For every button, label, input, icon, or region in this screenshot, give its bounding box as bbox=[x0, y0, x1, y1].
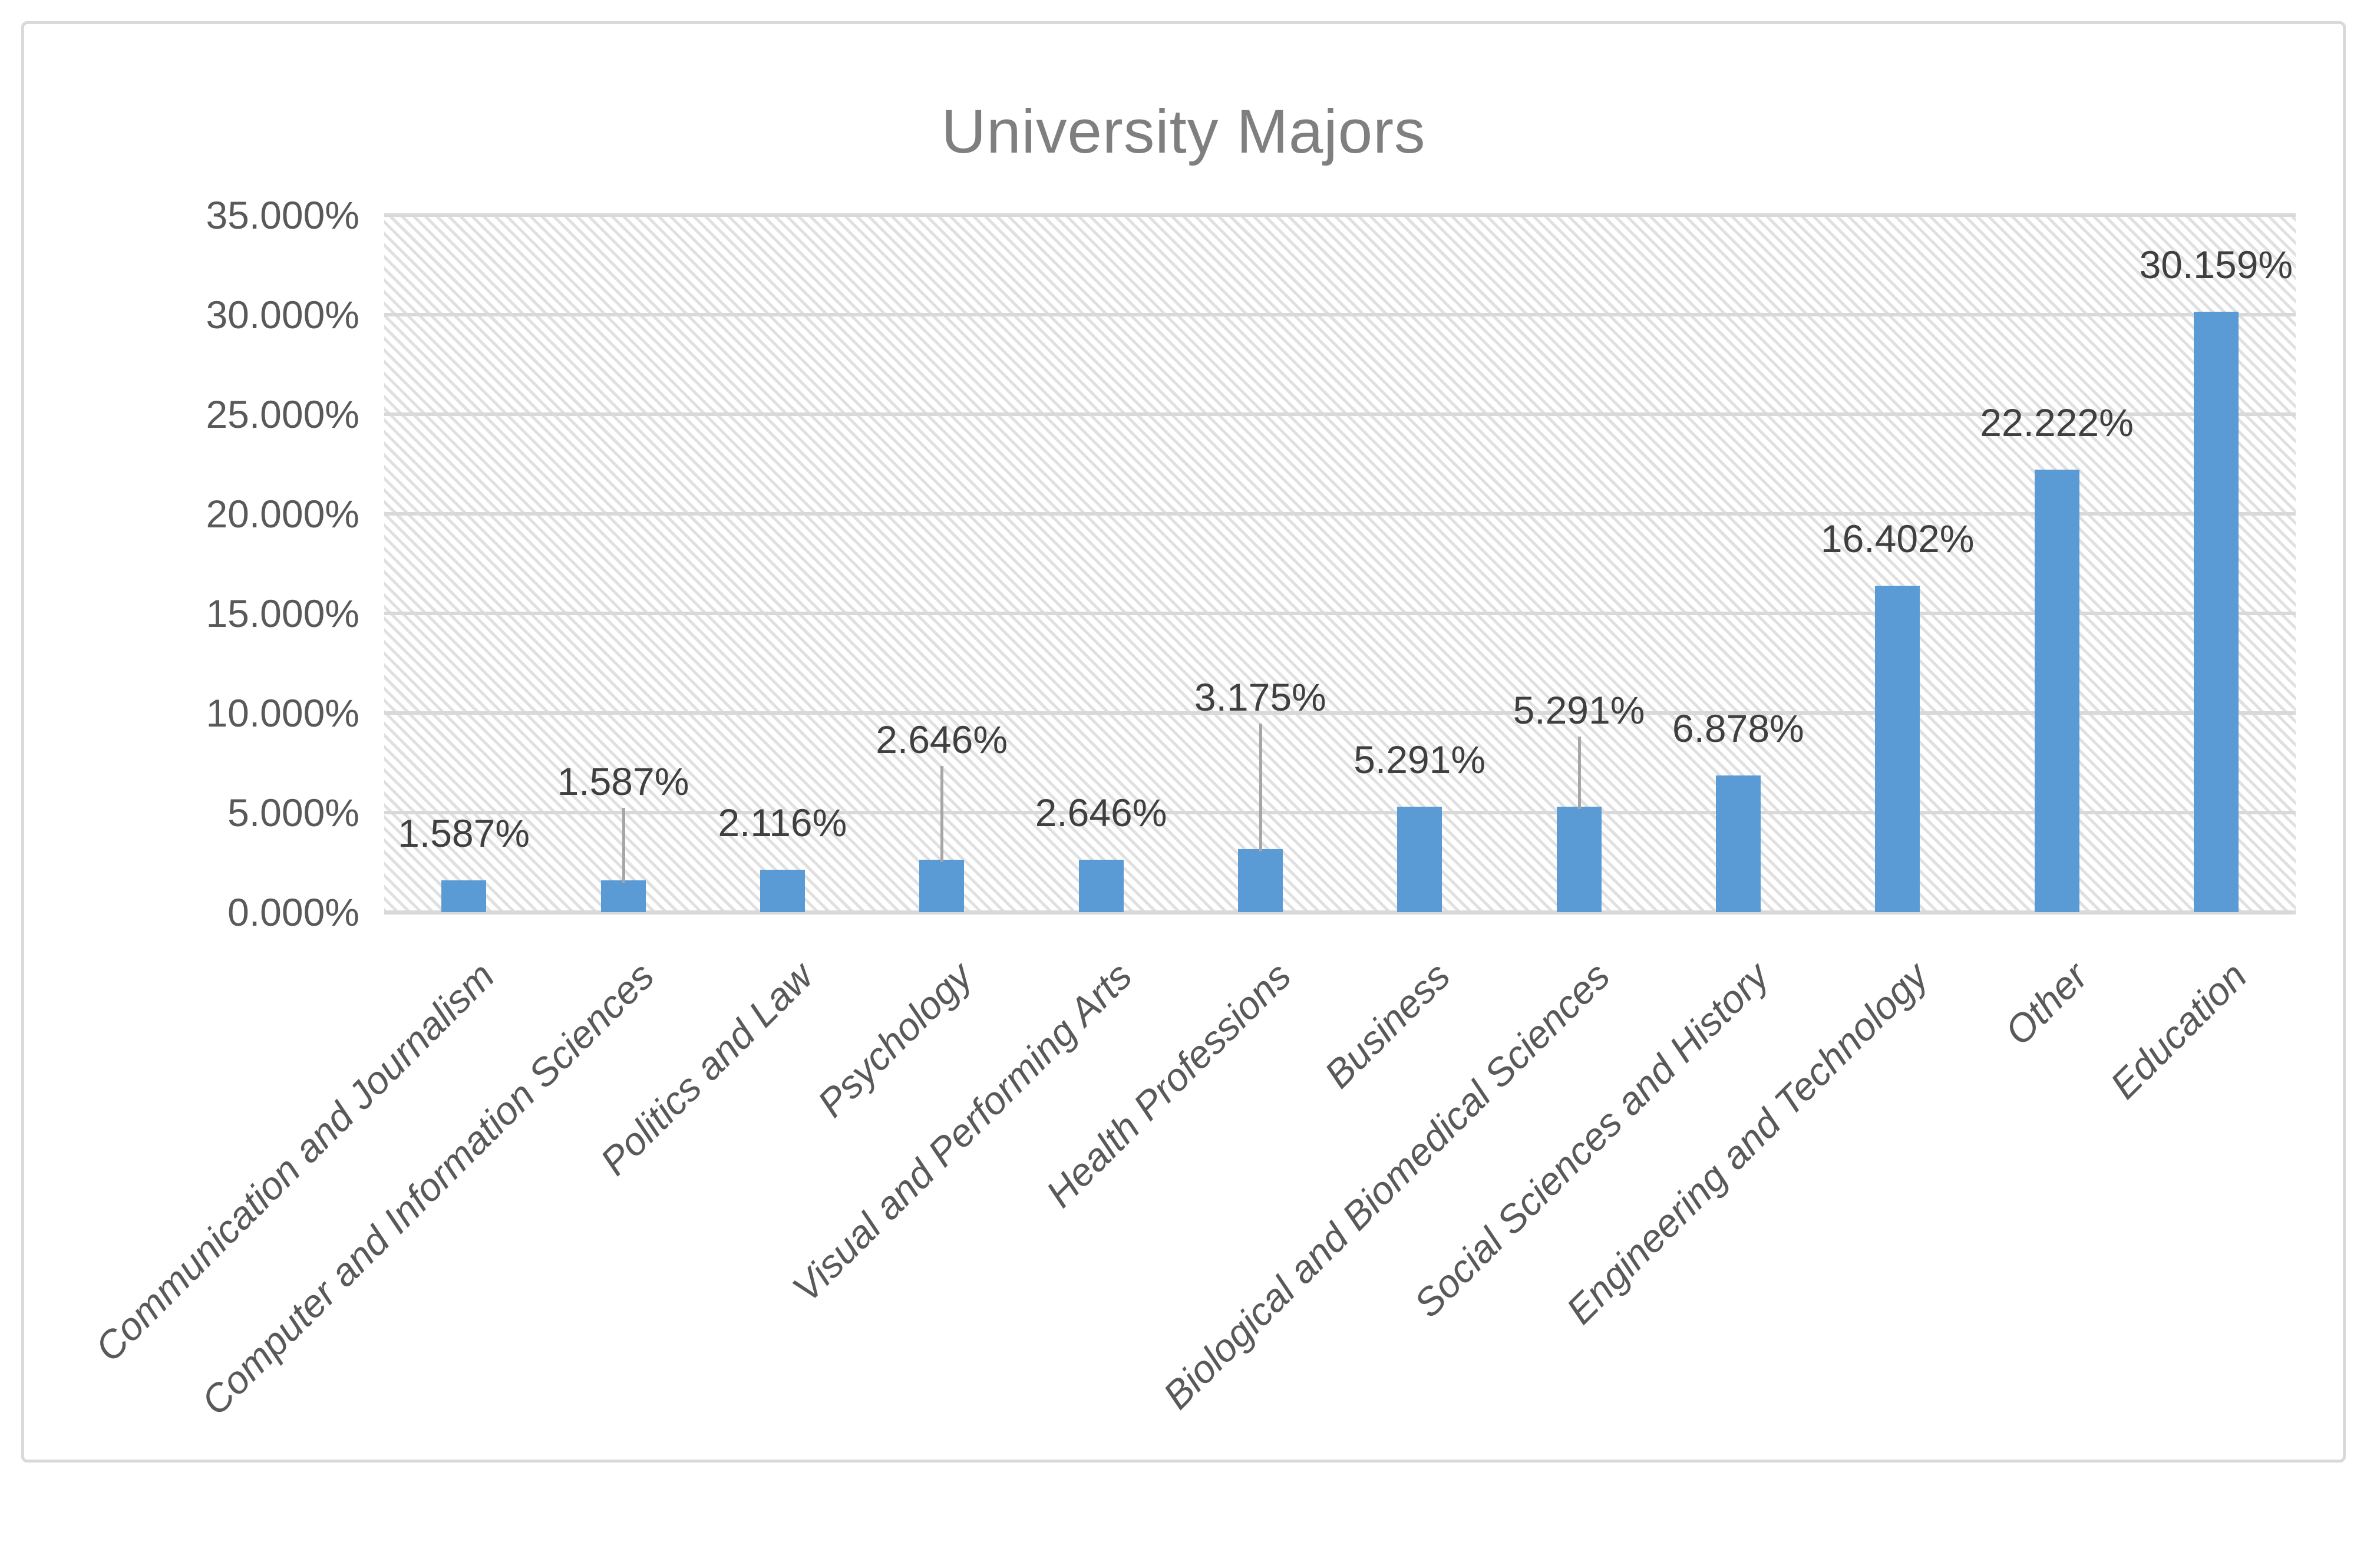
data-label: 2.646% bbox=[876, 717, 1008, 761]
y-tick-label: 35.000% bbox=[206, 193, 359, 237]
bar bbox=[919, 859, 965, 912]
leader-line bbox=[1259, 723, 1262, 851]
y-tick-label: 30.000% bbox=[206, 293, 359, 336]
gridline bbox=[384, 811, 2296, 814]
gridline bbox=[384, 412, 2296, 416]
data-label: 5.291% bbox=[1353, 738, 1486, 782]
data-label: 2.116% bbox=[718, 801, 847, 845]
data-label: 2.646% bbox=[1035, 790, 1167, 834]
data-label: 5.291% bbox=[1513, 688, 1645, 732]
data-label: 3.175% bbox=[1194, 675, 1326, 719]
bar bbox=[1397, 807, 1442, 912]
data-label: 16.402% bbox=[1820, 516, 1975, 560]
leader-line bbox=[1577, 737, 1581, 810]
y-tick-label: 20.000% bbox=[206, 492, 359, 536]
data-label: 30.159% bbox=[2139, 242, 2293, 286]
y-tick-label: 10.000% bbox=[206, 691, 359, 735]
bar bbox=[1237, 849, 1283, 912]
gridline bbox=[384, 313, 2296, 316]
leader-line bbox=[940, 765, 944, 862]
bar bbox=[2193, 311, 2239, 912]
bar bbox=[1715, 775, 1761, 912]
y-tick-label: 25.000% bbox=[206, 392, 359, 436]
data-label: 22.222% bbox=[1980, 400, 2134, 444]
gridline bbox=[384, 612, 2296, 615]
gridline bbox=[384, 910, 2296, 915]
data-label: 6.878% bbox=[1672, 706, 1804, 750]
bar bbox=[600, 880, 646, 912]
gridline bbox=[384, 512, 2296, 516]
y-tick-label: 5.000% bbox=[227, 791, 359, 834]
bar bbox=[1556, 807, 1602, 912]
bar bbox=[1875, 585, 1920, 912]
y-tick-label: 0.000% bbox=[227, 890, 359, 934]
data-label: 1.587% bbox=[557, 760, 689, 804]
chart-title: University Majors bbox=[941, 97, 1426, 166]
gridline bbox=[384, 213, 2296, 217]
data-label: 1.587% bbox=[398, 811, 530, 856]
bar bbox=[441, 880, 487, 912]
bar bbox=[2034, 469, 2079, 912]
y-tick-label: 15.000% bbox=[206, 592, 359, 635]
plot-area bbox=[384, 213, 2296, 915]
bar bbox=[1078, 859, 1124, 912]
gridline bbox=[384, 711, 2296, 715]
leader-line bbox=[622, 808, 625, 883]
bar bbox=[760, 870, 805, 912]
